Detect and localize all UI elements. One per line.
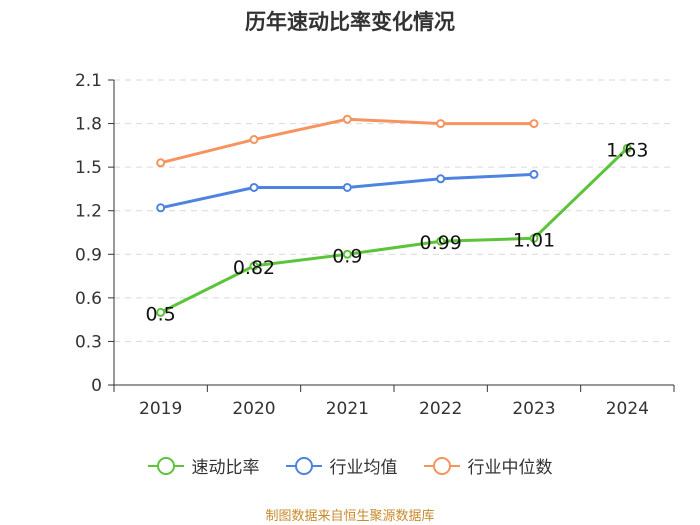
legend-label-0: 速动比率: [191, 458, 260, 478]
legend-marker-0: [156, 456, 175, 475]
legend-swatch-0: [147, 456, 184, 475]
data-label-5: 1.63: [606, 139, 648, 161]
x-tick-label-4: 2023: [512, 399, 555, 419]
chart-title: 历年速动比率变化情况: [245, 10, 455, 34]
data-point-s0-2: [342, 249, 352, 259]
data-point-s0-5: [622, 143, 632, 153]
data-label-3: 0.99: [420, 232, 462, 254]
y-tick-label-7: 2.1: [75, 71, 102, 91]
data-point-s2-0: [156, 158, 166, 168]
y-tick-label-2: 0.6: [75, 289, 102, 309]
data-point-s1-4: [529, 169, 539, 179]
data-point-s0-3: [436, 236, 446, 246]
x-tick-label-3: 2022: [419, 399, 462, 419]
y-tick-label-5: 1.5: [75, 158, 102, 178]
data-point-s2-2: [342, 114, 352, 124]
data-point-s1-0: [156, 203, 166, 213]
data-point-s2-4: [529, 119, 539, 129]
x-tick-label-5: 2024: [606, 399, 649, 419]
data-label-2: 0.9: [332, 245, 362, 267]
x-tick-label-1: 2020: [232, 399, 275, 419]
legend-item-0[interactable]: 速动比率: [147, 453, 260, 478]
legend-swatch-2: [423, 456, 460, 475]
data-point-s0-1: [249, 261, 259, 271]
legend-swatch-1: [285, 456, 322, 475]
series-line-2: [160, 117, 534, 165]
series-line-0: [159, 147, 629, 314]
data-point-s2-1: [249, 135, 259, 145]
y-tick-label-3: 0.9: [75, 245, 102, 265]
data-point-s1-2: [342, 182, 352, 192]
data-label-4: 1.01: [513, 229, 555, 251]
source-note: 制图数据来自恒生聚源数据库: [265, 509, 435, 524]
y-tick-label-4: 1.2: [75, 202, 102, 222]
legend-marker-1: [294, 456, 313, 475]
legend-item-2[interactable]: 行业中位数: [423, 453, 553, 478]
data-point-s0-0: [156, 307, 166, 317]
x-tick-label-0: 2019: [139, 399, 182, 419]
legend-item-1[interactable]: 行业均值: [285, 453, 398, 478]
data-point-s2-3: [436, 119, 446, 129]
y-tick-label-0: 0: [91, 376, 102, 396]
legend-label-2: 行业中位数: [467, 458, 553, 478]
y-tick-label-1: 0.3: [75, 332, 102, 352]
data-label-0: 0.5: [146, 303, 176, 325]
x-tick-label-2: 2021: [326, 399, 369, 419]
data-label-1: 0.82: [233, 257, 275, 279]
legend-marker-2: [432, 456, 451, 475]
legend-label-1: 行业均值: [329, 458, 398, 478]
y-tick-label-6: 1.8: [75, 115, 102, 135]
data-point-s0-4: [529, 233, 539, 243]
data-point-s1-3: [436, 174, 446, 184]
legend: 速动比率 行业均值 行业中位数: [0, 453, 700, 478]
data-point-s1-1: [249, 182, 259, 192]
